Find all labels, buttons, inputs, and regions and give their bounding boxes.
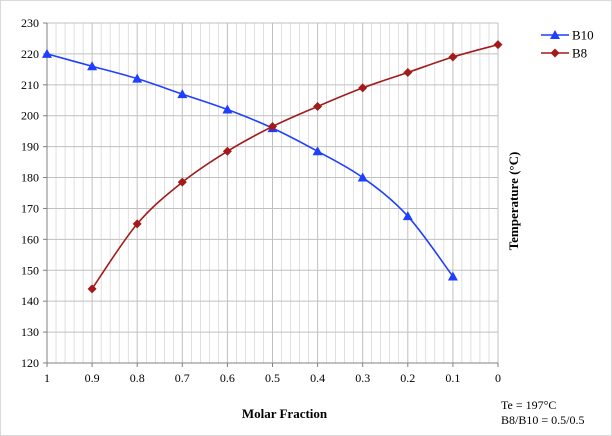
y-tick-label: 190: [21, 140, 39, 154]
x-tick-label: 0.2: [400, 371, 415, 385]
eutectic-temperature-note: Te = 197°C: [501, 398, 557, 412]
data-point-b10: [42, 48, 52, 58]
y-tick-label: 150: [21, 263, 39, 277]
series-line-b10: [46, 53, 454, 277]
y-tick-label: 200: [21, 109, 39, 123]
data-point-b8: [403, 67, 413, 77]
y-tick-label: 140: [21, 294, 39, 308]
series-b8: [87, 40, 503, 294]
y-tick-label: 170: [21, 201, 39, 215]
legend-marker-b8: [550, 48, 560, 58]
legend-marker-b10: [550, 30, 560, 39]
grid: [46, 22, 499, 364]
x-tick-label: 0.4: [310, 371, 325, 385]
x-tick-label: 0.3: [355, 371, 370, 385]
ratio-note: B8/B10 = 0.5/0.5: [501, 413, 585, 427]
data-point-b8: [177, 177, 187, 187]
data-point-b8: [87, 284, 97, 294]
y-tick-label: 210: [21, 78, 39, 92]
data-point-b8: [358, 83, 368, 93]
data-point-b10: [402, 211, 413, 221]
x-tick-label: 0.7: [175, 371, 190, 385]
y-tick-label: 120: [21, 356, 39, 370]
y-tick-label: 180: [21, 171, 39, 185]
x-tick-label: 0.5: [265, 371, 280, 385]
data-point-b10: [357, 172, 368, 182]
data-point-b10: [132, 73, 143, 83]
data-point-b10: [87, 61, 98, 71]
x-tick-label: 1: [44, 371, 50, 385]
axes: [43, 22, 499, 367]
series-line-b8: [91, 43, 499, 290]
data-point-b8: [268, 122, 277, 132]
x-tick-labels: 1 0.9 0.8 0.7 0.6 0.5 0.4 0.3 0.2 0.1 0: [44, 371, 501, 385]
x-tick-label: 0.9: [85, 371, 100, 385]
x-tick-label: 0: [495, 371, 501, 385]
legend-label-b10: B10: [572, 28, 594, 43]
data-point-b10: [312, 146, 323, 156]
x-tick-label: 0.8: [130, 371, 145, 385]
y-tick-label: 230: [21, 16, 39, 30]
data-point-b10: [177, 89, 188, 99]
x-tick-label: 0.6: [220, 371, 235, 385]
y-tick-label: 160: [21, 232, 39, 246]
series-group: [42, 40, 503, 294]
x-axis-title: Molar Fraction: [242, 406, 328, 421]
data-point-b10: [447, 271, 458, 281]
data-point-b8: [222, 146, 232, 156]
y-tick-labels: 120 130 140 150 160 170 180 190 200 210 220 230: [21, 16, 39, 370]
series-b10: [42, 48, 458, 281]
annotation: Te = 197°C B8/B10 = 0.5/0.5: [501, 398, 584, 428]
data-point-b10: [222, 104, 233, 114]
y-axis-title: Temperature (°C): [506, 152, 521, 251]
data-point-b8: [132, 219, 142, 229]
data-point-b8: [448, 52, 458, 62]
y-tick-label: 130: [21, 325, 39, 339]
x-tick-label: 0.1: [445, 371, 460, 385]
data-point-b8: [313, 101, 323, 111]
y-tick-label: 220: [21, 47, 39, 61]
legend-label-b8: B8: [572, 46, 587, 61]
data-point-b8: [493, 40, 503, 50]
